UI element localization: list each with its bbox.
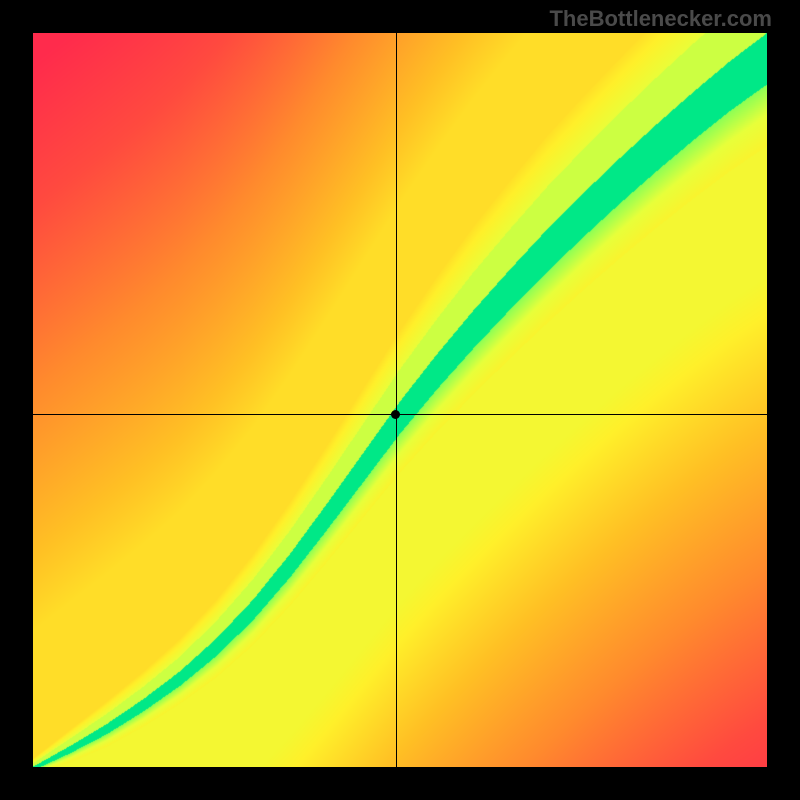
crosshair-horizontal (33, 414, 767, 415)
selection-marker (391, 410, 400, 419)
watermark-text: TheBottlenecker.com (549, 6, 772, 32)
crosshair-vertical (396, 33, 397, 767)
bottleneck-heatmap (33, 33, 767, 767)
